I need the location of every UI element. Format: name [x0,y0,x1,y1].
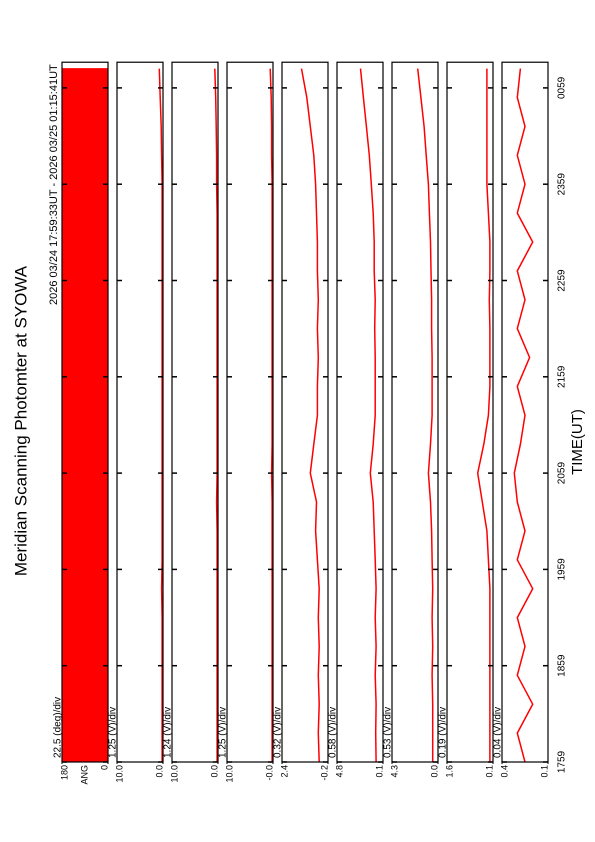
panel-frame [391,61,439,763]
rotated-plot: 180 0 ANG 22.5 (deg)/div Meridian Scanning P… [11,61,586,785]
y-tick-label: 10.0 [169,765,179,783]
y-tick-label: -0.0 [264,765,274,781]
x-tick-label: 2159 [557,365,568,388]
scale-annotation: 1.24 (V)/div [163,707,174,758]
scale-annotation: 1.25 (V)/div [218,707,229,758]
panel-frame [281,61,329,763]
panel-frame [336,61,384,763]
data-line [269,68,273,762]
data-line [300,68,320,763]
y-tick-label: 180 [59,765,69,780]
panel-frame [61,61,109,763]
y-tick-label: 1.6 [444,765,454,778]
y-tick-label: 0.1 [484,765,494,778]
y-tick-label: -0.2 [319,765,329,781]
data-line [476,68,491,762]
x-tick-label: 1759 [557,750,568,773]
panel-frame [116,61,164,763]
x-tick-label: 0059 [557,76,568,99]
scale-annotation: 1.25 (V)/div [108,707,119,758]
data-line [513,68,534,763]
panel-frame [171,61,219,763]
y-tick-label: 4.3 [389,765,399,778]
panel-frame [446,61,494,763]
x-label: TIME(UT) [569,409,586,475]
scale-annotation: 0.58 (V)/div [328,707,339,758]
y-tick-label: 0.0 [209,765,219,778]
y-tick-label: 2.4 [279,765,289,778]
y-label: ANG [79,765,89,785]
scale-annotation: 0.04 (V)/div [493,707,504,758]
data-line [359,68,377,763]
y-tick-label: 0.0 [429,765,439,778]
y-tick-label: 0.1 [374,765,384,778]
data-line [416,68,434,762]
data-area [61,68,109,763]
x-tick-label: 1859 [557,654,568,677]
y-tick-label: 0.4 [499,765,509,778]
y-tick-label: 10.0 [114,765,124,783]
panel-frame [501,61,549,763]
x-tick-label: 2359 [557,173,568,196]
chart-title: Meridian Scanning Photomter at SYOWA [11,265,30,576]
y-tick-label: 10.0 [224,765,234,783]
scale-annotation: 0.53 (V)/div [383,707,394,758]
y-tick-label: 0.0 [154,765,164,778]
y-tick-label: 4.8 [334,765,344,778]
x-tick-label: 1959 [557,558,568,581]
scale-annotation: 0.19 (V)/div [438,707,449,758]
x-tick-label: 2259 [557,269,568,292]
y-tick-label: 0.1 [539,765,549,778]
data-line [214,68,218,762]
y-tick-label: 0 [99,765,109,770]
scale-annotation: 22.5 (deg)/div [53,697,64,758]
x-tick-label: 2059 [557,462,568,485]
scale-annotation: 0.32 (V)/div [273,707,284,758]
panel-frame [226,61,274,763]
data-line [158,68,163,762]
chart-subtitle: 2026 03/24 17:59:33UT - 2026 03/25 01:15… [48,64,60,305]
